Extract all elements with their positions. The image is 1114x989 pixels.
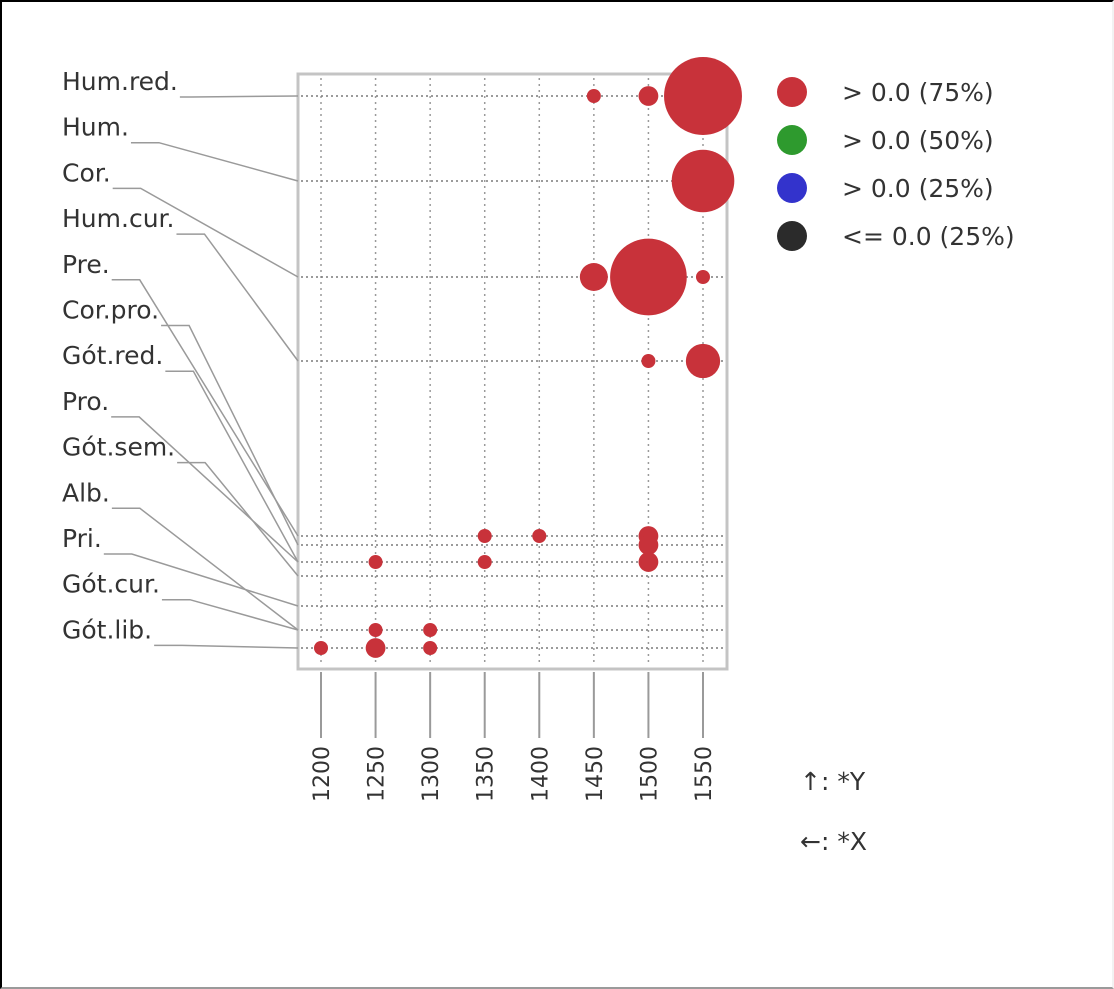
x-tick-label-1550: 1550 (692, 746, 717, 802)
bubble-hum-red-1550 (664, 57, 742, 135)
bubble-hum-cur-1550 (685, 343, 721, 379)
legend-label-0: > 0.0 (75%) (842, 78, 994, 107)
row-label-hum: Hum. (62, 113, 129, 142)
legend-label-1: > 0.0 (50%) (842, 126, 994, 155)
plot-border (296, 72, 729, 671)
bubble-cor-1500 (610, 238, 687, 316)
bubble-hum-red-1500 (638, 86, 659, 106)
bubble-hum-red-1450 (586, 89, 601, 103)
axis-note-1: ←: *X (800, 827, 867, 856)
leader-line-hum-cur (176, 233, 299, 362)
x-tick-label-1200: 1200 (310, 746, 335, 802)
leader-line-hum (130, 141, 299, 182)
leader-line-cor-pro (161, 324, 299, 546)
x-tick-label-1400: 1400 (528, 746, 553, 802)
bubble-hum-cur-1500 (641, 354, 656, 368)
leader-line-hum-red (179, 95, 299, 98)
legend-label-3: <= 0.0 (25%) (842, 222, 1015, 251)
leader-line-g-t-red (165, 370, 299, 563)
row-label-hum-red: Hum.red. (62, 67, 178, 96)
leader-line-g-t-cur (161, 598, 299, 631)
bubble-g-t-lib-1250 (365, 638, 386, 658)
row-label-hum-cur: Hum.cur. (62, 204, 174, 233)
bubble-pre-1400 (532, 529, 547, 543)
x-tick-label-1350: 1350 (474, 746, 499, 802)
legend-label-2: > 0.0 (25%) (842, 174, 994, 203)
x-tick-label-1450: 1450 (583, 746, 608, 802)
bubble-cor-1450 (579, 263, 608, 291)
bubble-hum-1550 (671, 149, 735, 213)
bubble-g-t-lib-1200 (314, 641, 328, 655)
x-tick-label-1250: 1250 (365, 746, 390, 802)
legend-marker-2 (777, 173, 807, 203)
row-label-g-t-lib: Gót.lib. (62, 615, 152, 644)
legend-marker-0 (777, 77, 807, 107)
bubble-pre-1350 (477, 529, 492, 543)
row-label-pro: Pro. (62, 387, 109, 416)
legend-marker-1 (777, 125, 807, 155)
legend-marker-3 (777, 221, 807, 251)
row-label-g-t-red: Gót.red. (62, 341, 163, 370)
leader-line-pre (111, 279, 299, 537)
leader-line-g-t-sem (177, 461, 299, 577)
x-tick-label-1300: 1300 (419, 746, 444, 802)
x-tick-label-1500: 1500 (637, 746, 662, 802)
axis-note-0: ↑: *Y (800, 767, 866, 796)
bubble-g-t-red-1350 (477, 555, 492, 569)
row-label-cor: Cor. (62, 158, 111, 187)
leader-line-pri (103, 553, 299, 607)
bubble-pro-1500 (641, 555, 656, 569)
row-label-g-t-cur: Gót.cur. (62, 570, 160, 599)
bubble-alb-1300 (423, 623, 438, 637)
row-label-pri: Pri. (62, 524, 102, 553)
bubble-cor-1550 (696, 270, 710, 284)
bubble-cor-pro-1500 (638, 535, 659, 555)
bubble-g-t-lib-1300 (423, 641, 438, 655)
row-label-g-t-sem: Gót.sem. (62, 433, 175, 462)
leader-line-cor (112, 187, 299, 278)
bubble-alb-1250 (368, 623, 383, 637)
row-label-alb: Alb. (62, 478, 110, 507)
row-label-pre: Pre. (62, 250, 110, 279)
leader-line-g-t-lib (154, 644, 299, 649)
leader-line-pro (111, 416, 299, 563)
row-label-cor-pro: Cor.pro. (62, 296, 159, 325)
bubble-g-t-red-1250 (368, 555, 383, 569)
